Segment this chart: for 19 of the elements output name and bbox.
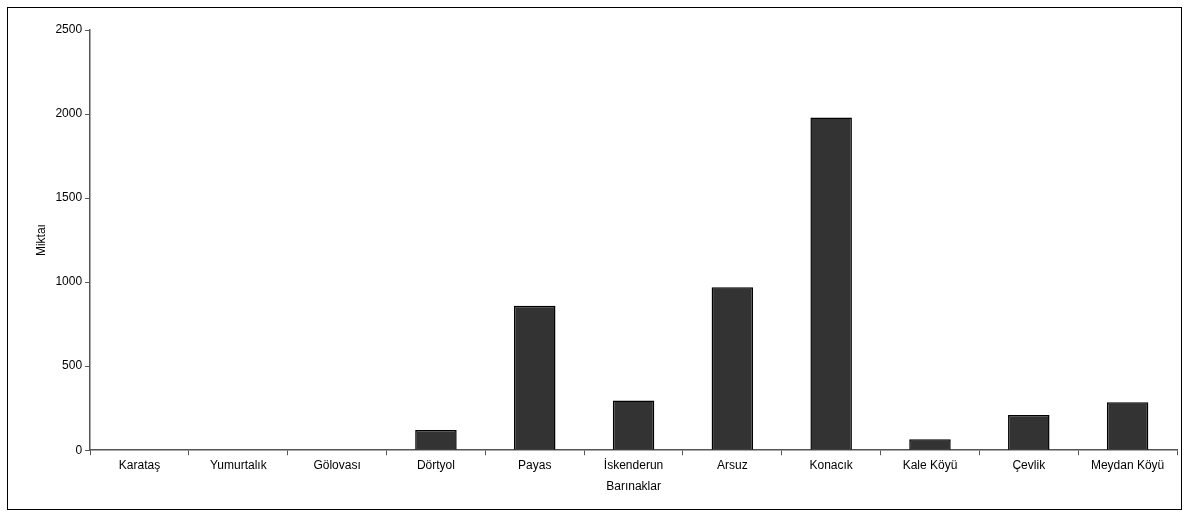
y-tick-label: 500 bbox=[62, 358, 83, 373]
x-tick-label: Gölovası bbox=[313, 457, 361, 472]
y-tick-label: 1000 bbox=[55, 274, 83, 289]
x-tick-label: Yumurtalık bbox=[209, 457, 268, 472]
x-tick-label: Çevlik bbox=[1012, 457, 1047, 472]
y-tick-label: 1500 bbox=[55, 190, 83, 205]
x-tick-label: Payas bbox=[518, 457, 552, 472]
x-tick-label: Meydan Köyü bbox=[1090, 457, 1165, 472]
x-tick-label: Karataş bbox=[118, 457, 161, 472]
x-tick-label: Kale Köyü bbox=[902, 457, 958, 472]
x-tick-label: Konacık bbox=[809, 457, 854, 472]
x-axis-title: Barınaklar bbox=[606, 479, 661, 494]
x-tick-label: İskenderun bbox=[603, 457, 664, 472]
y-tick-label: 0 bbox=[75, 442, 83, 457]
y-axis-title: Miktaı bbox=[33, 224, 48, 257]
y-tick-label: 2000 bbox=[55, 106, 83, 121]
x-tick-label: Arsuz bbox=[717, 457, 748, 472]
x-tick-label: Dörtyol bbox=[416, 457, 455, 472]
y-tick-label: 2500 bbox=[55, 22, 83, 37]
